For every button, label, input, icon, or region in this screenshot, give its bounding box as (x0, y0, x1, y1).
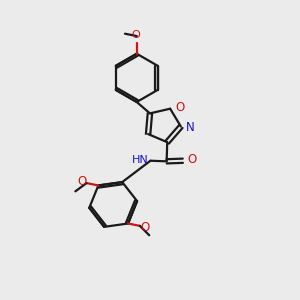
Text: O: O (175, 101, 184, 114)
Text: O: O (188, 153, 197, 166)
Text: O: O (131, 31, 140, 40)
Text: HN: HN (132, 155, 149, 165)
Text: O: O (140, 221, 149, 234)
Text: O: O (77, 175, 86, 188)
Text: N: N (186, 121, 195, 134)
